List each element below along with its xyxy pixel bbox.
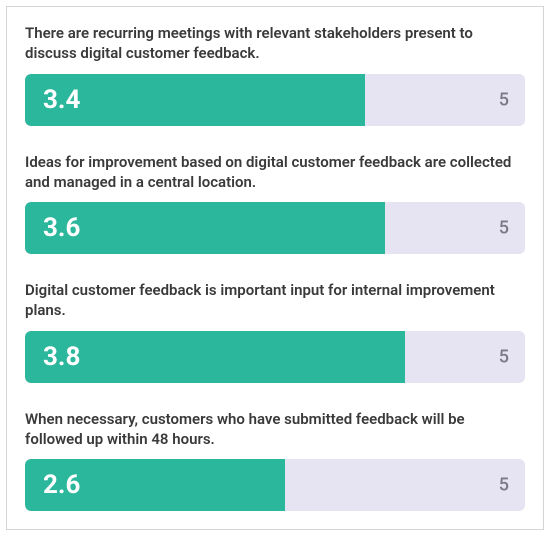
metric-max: 5 [499, 89, 509, 110]
metric-bar-fill: 2.6 [25, 459, 285, 511]
metric-label: There are recurring meetings with releva… [25, 23, 525, 64]
metric-max: 5 [499, 346, 509, 367]
metric-label: Ideas for improvement based on digital c… [25, 152, 525, 193]
metric-max: 5 [499, 218, 509, 239]
metric-item: Ideas for improvement based on digital c… [25, 152, 525, 255]
metric-bar-track: 2.6 5 [25, 459, 525, 511]
metric-item: There are recurring meetings with releva… [25, 23, 525, 126]
metric-max: 5 [499, 475, 509, 496]
metric-bar-fill: 3.6 [25, 202, 385, 254]
metric-value: 3.8 [43, 342, 80, 372]
metric-value: 3.6 [43, 213, 80, 243]
metric-bar-fill: 3.8 [25, 331, 405, 383]
metric-item: Digital customer feedback is important i… [25, 280, 525, 383]
metric-label: Digital customer feedback is important i… [25, 280, 525, 321]
metric-bar-track: 3.6 5 [25, 202, 525, 254]
metric-value: 2.6 [43, 470, 80, 500]
metric-value: 3.4 [43, 85, 80, 115]
metric-label: When necessary, customers who have submi… [25, 409, 525, 450]
metric-bar-fill: 3.4 [25, 74, 365, 126]
metric-item: When necessary, customers who have submi… [25, 409, 525, 512]
metric-bar-track: 3.4 5 [25, 74, 525, 126]
metrics-panel: There are recurring meetings with releva… [6, 6, 544, 530]
metric-bar-track: 3.8 5 [25, 331, 525, 383]
